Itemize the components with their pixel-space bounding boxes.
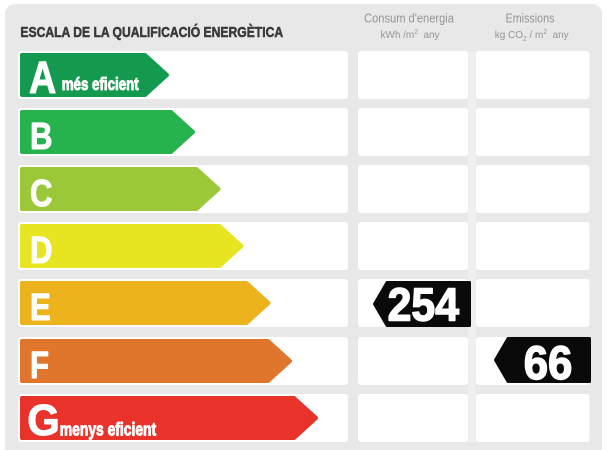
svg-text:C: C [30, 173, 53, 215]
svg-text:menys eficient: menys eficient [60, 420, 157, 440]
svg-text:F: F [30, 345, 49, 387]
svg-text:més eficient: més eficient [62, 75, 140, 94]
svg-text:Emissions: Emissions [506, 12, 555, 26]
svg-text:A: A [29, 52, 56, 103]
svg-text:ESCALA DE LA QUALIFICACIÓ ENER: ESCALA DE LA QUALIFICACIÓ ENERGÈTICA [20, 24, 283, 40]
svg-text:G: G [27, 396, 60, 445]
svg-text:254: 254 [388, 280, 460, 331]
svg-text:kg CO2 / m2 any: kg CO2 / m2 any [495, 29, 570, 43]
svg-text:kWh /m2 any: kWh /m2 any [380, 29, 440, 41]
svg-text:E: E [30, 287, 51, 329]
svg-text:66: 66 [524, 337, 573, 390]
svg-text:Consum d'energia: Consum d'energia [364, 11, 454, 26]
svg-text:D: D [30, 230, 53, 272]
svg-text:B: B [30, 116, 53, 158]
